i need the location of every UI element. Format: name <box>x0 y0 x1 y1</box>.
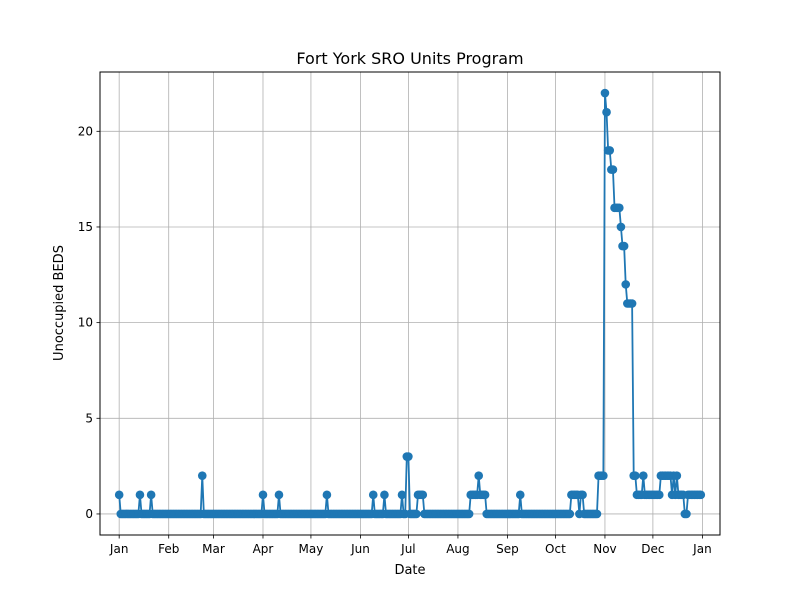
data-point <box>672 471 682 480</box>
x-tick-label: Jun <box>350 542 370 556</box>
x-tick-label: May <box>299 542 324 556</box>
data-point <box>146 490 156 500</box>
data-point <box>619 241 629 251</box>
x-tick-label: Nov <box>593 542 616 556</box>
data-point <box>368 490 378 500</box>
data-point <box>197 471 207 480</box>
y-axis-label: Unoccupied BEDS <box>52 245 67 361</box>
data-point <box>682 509 691 519</box>
data-point <box>480 490 490 500</box>
plot-frame <box>99 71 721 536</box>
x-tick-label: Jul <box>400 542 415 556</box>
data-point <box>608 165 618 174</box>
x-tick-label: Feb <box>158 542 179 556</box>
data-point <box>322 490 332 500</box>
chart-title: Fort York SRO Units Program <box>296 49 523 68</box>
data-point <box>627 299 637 308</box>
data-series <box>114 88 706 519</box>
grid <box>100 72 720 535</box>
data-point <box>602 107 611 117</box>
data-point <box>515 490 525 500</box>
x-tick-label: Dec <box>641 542 664 556</box>
axis-ticks: 0 5 10 15 20 Jan Feb Mar Apr May Jun Jul Aug Sep Oct No… <box>78 124 712 556</box>
y-tick-label: 5 <box>85 411 93 425</box>
y-tick-label: 20 <box>78 124 93 138</box>
data-point <box>615 203 624 213</box>
data-point <box>274 490 284 500</box>
data-point <box>639 471 648 480</box>
x-tick-label: Sep <box>496 542 519 556</box>
x-tick-label: Jan <box>692 542 712 556</box>
data-point <box>474 471 484 480</box>
data-point <box>114 490 124 500</box>
x-tick-label: Oct <box>545 542 566 556</box>
data-point <box>600 88 610 98</box>
data-point <box>135 490 145 500</box>
data-point <box>696 490 706 500</box>
data-point <box>404 452 413 461</box>
x-tick-label: Aug <box>446 542 469 556</box>
data-point <box>418 490 428 500</box>
x-tick-label: Mar <box>202 542 225 556</box>
y-tick-label: 0 <box>85 507 93 521</box>
data-point <box>654 490 664 500</box>
y-tick-label: 10 <box>78 316 93 330</box>
data-point <box>397 490 407 500</box>
data-point <box>599 471 608 480</box>
data-point <box>616 222 626 232</box>
data-point <box>464 509 474 519</box>
data-point <box>565 509 575 519</box>
data-point <box>380 490 389 500</box>
x-tick-label: Jan <box>109 542 129 556</box>
x-tick-label: Apr <box>253 542 274 556</box>
y-tick-label: 15 <box>78 220 93 234</box>
data-point <box>592 509 602 519</box>
data-point <box>258 490 268 500</box>
data-point <box>621 280 631 289</box>
data-point <box>578 490 587 500</box>
data-point <box>412 509 421 519</box>
x-axis-label: Date <box>394 563 425 578</box>
data-point <box>631 471 640 480</box>
data-point <box>605 146 615 155</box>
